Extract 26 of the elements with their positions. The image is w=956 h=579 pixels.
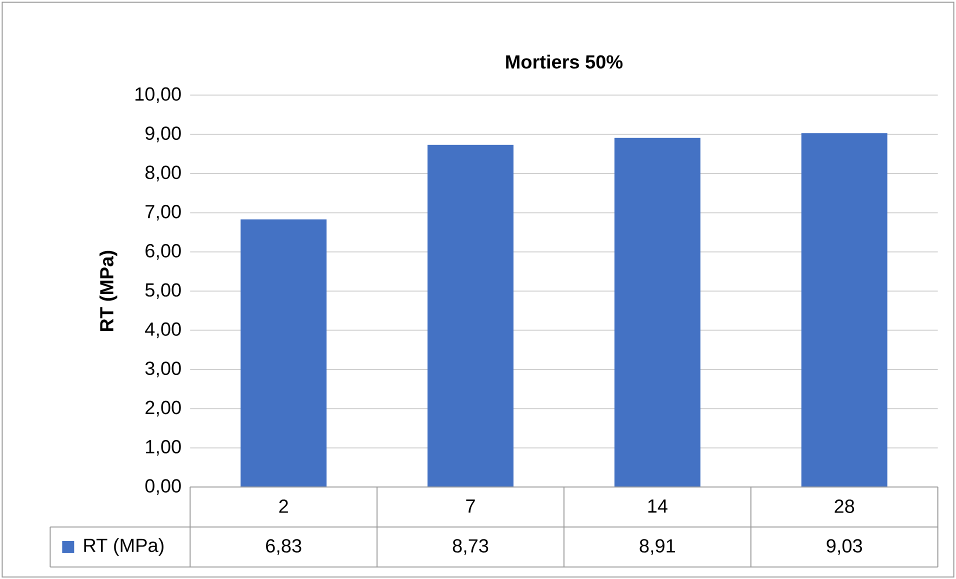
y-tick-label: 4,00 — [145, 322, 181, 338]
bar — [240, 219, 327, 487]
y-tick-label: 6,00 — [146, 244, 181, 260]
x-tick-label: 2 — [279, 499, 288, 513]
y-tick-label: 10,00 — [136, 87, 181, 103]
y-axis-title: RT (MPa) — [100, 250, 118, 331]
bar — [801, 133, 888, 487]
x-tick-label: 7 — [466, 499, 475, 513]
y-tick-label: 0,00 — [145, 479, 181, 495]
bar — [614, 138, 700, 487]
legend-label: RT (MPa) — [84, 538, 164, 556]
y-tick-label: 9,00 — [146, 126, 181, 142]
y-tick-label: 5,00 — [145, 283, 181, 299]
data-label: 8,91 — [640, 539, 675, 555]
chart-title: Mortiers 50% — [506, 54, 623, 69]
data-label: 9,03 — [826, 539, 862, 555]
y-tick-label: 3,00 — [145, 362, 181, 378]
data-label: 6,83 — [266, 539, 302, 555]
bar — [428, 144, 514, 487]
x-tick-label: 14 — [648, 499, 668, 513]
x-tick-label: 28 — [834, 499, 854, 513]
y-tick-label: 7,00 — [146, 204, 181, 220]
data-label: 8,73 — [452, 539, 488, 555]
y-tick-label: 8,00 — [145, 166, 181, 182]
y-tick-label: 1,00 — [146, 440, 181, 456]
y-tick-label: 2,00 — [146, 400, 181, 416]
